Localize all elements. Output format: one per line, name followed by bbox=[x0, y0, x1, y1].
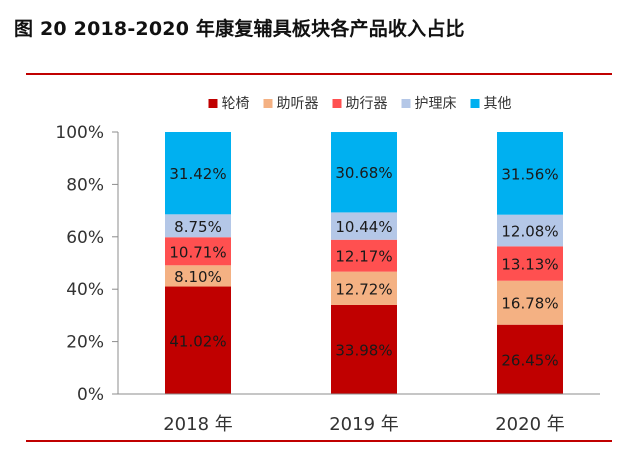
legend: 轮椅 助听器 助行器 护理床 其他 bbox=[208, 96, 512, 112]
legend-label: 助行器 bbox=[346, 96, 388, 112]
bar-segment bbox=[497, 324, 563, 394]
legend-label: 其他 bbox=[484, 96, 512, 112]
y-tick-label: 0% bbox=[77, 385, 104, 405]
x-category-label: 2020 年 bbox=[495, 414, 565, 435]
top-divider bbox=[26, 73, 612, 75]
bar-segment bbox=[497, 280, 563, 325]
legend-swatch bbox=[208, 99, 218, 108]
bar-segment-label: 31.56% bbox=[501, 165, 558, 183]
bar-segment bbox=[331, 212, 397, 240]
bar-segment bbox=[165, 286, 231, 394]
bar-segment-label: 10.71% bbox=[169, 243, 226, 261]
y-tick-label: 40% bbox=[66, 280, 104, 300]
bar-segment bbox=[165, 265, 231, 287]
bar-segment-label: 12.08% bbox=[501, 223, 558, 241]
bar-segment bbox=[331, 239, 397, 272]
bottom-divider bbox=[26, 440, 612, 442]
figure-title: 图 20 2018-2020 年康复辅具板块各产品收入占比 bbox=[14, 18, 465, 40]
legend-swatch bbox=[332, 99, 342, 108]
bar-segment-label: 8.10% bbox=[174, 268, 222, 286]
legend-swatch bbox=[263, 99, 273, 108]
bar-segment-label: 41.02% bbox=[169, 332, 226, 350]
bar-segment bbox=[165, 214, 231, 238]
legend-item: 助听器 bbox=[263, 96, 319, 112]
bars: 41.02% 8.10% 10.71% 8.75% 31.42% 33.98% 12.72%… bbox=[165, 132, 563, 394]
bar-segment bbox=[331, 304, 397, 394]
x-axis: 2018 年 2019 年 2020 年 bbox=[118, 393, 600, 435]
bar-segment bbox=[165, 237, 231, 266]
bar-stack: 26.45% 16.78% 13.13% 12.08% 31.56% bbox=[497, 132, 563, 394]
bar-segment bbox=[497, 214, 563, 247]
legend-item: 其他 bbox=[470, 96, 512, 112]
y-axis: 0% 20% 40% 60% 80% 100% bbox=[55, 123, 119, 405]
legend-item: 轮椅 bbox=[208, 96, 250, 112]
bar-segment bbox=[497, 246, 563, 281]
legend-item: 助行器 bbox=[332, 96, 388, 112]
bar-segment-label: 8.75% bbox=[174, 218, 222, 236]
bar-segment bbox=[497, 132, 563, 215]
bar-segment-label: 12.17% bbox=[335, 248, 392, 266]
bar-segment-label: 33.98% bbox=[335, 341, 392, 359]
bar-segment bbox=[165, 132, 231, 215]
bar-segment-label: 10.44% bbox=[335, 218, 392, 236]
legend-label: 护理床 bbox=[415, 96, 457, 112]
legend-label: 轮椅 bbox=[222, 96, 250, 112]
y-tick-label: 60% bbox=[66, 228, 104, 248]
legend-label: 助听器 bbox=[277, 96, 319, 112]
bar-segment bbox=[331, 271, 397, 305]
y-tick-label: 100% bbox=[55, 123, 104, 143]
bar-segment-label: 12.72% bbox=[335, 280, 392, 298]
y-tick-label: 20% bbox=[66, 333, 104, 353]
bar-segment-label: 26.45% bbox=[501, 351, 558, 369]
x-category-label: 2018 年 bbox=[163, 414, 233, 435]
bar-stack: 33.98% 12.72% 12.17% 10.44% 30.68% bbox=[331, 132, 397, 394]
bar-segment-label: 30.68% bbox=[335, 164, 392, 182]
bar-stack: 41.02% 8.10% 10.71% 8.75% 31.42% bbox=[165, 132, 231, 394]
legend-item: 护理床 bbox=[401, 96, 457, 112]
bar-segment-label: 16.78% bbox=[501, 295, 558, 313]
y-tick-label: 80% bbox=[66, 175, 104, 195]
bar-segment-label: 13.13% bbox=[501, 256, 558, 274]
bar-segment bbox=[331, 132, 397, 213]
legend-swatch bbox=[401, 99, 411, 108]
legend-swatch bbox=[470, 99, 480, 108]
x-category-label: 2019 年 bbox=[329, 414, 399, 435]
bar-segment-label: 31.42% bbox=[169, 165, 226, 183]
